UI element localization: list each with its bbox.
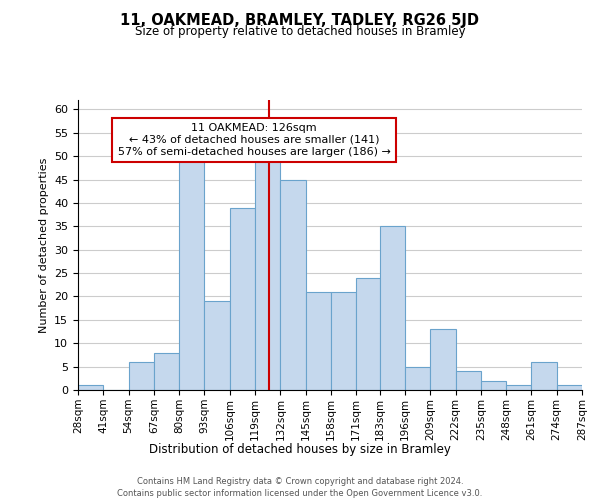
- Bar: [230, 208, 255, 390]
- Text: Size of property relative to detached houses in Bramley: Size of property relative to detached ho…: [134, 25, 466, 38]
- Bar: [405, 366, 430, 390]
- Bar: [430, 329, 455, 390]
- Bar: [356, 278, 380, 390]
- Bar: [506, 386, 532, 390]
- Bar: [280, 180, 305, 390]
- Y-axis label: Number of detached properties: Number of detached properties: [38, 158, 49, 332]
- Bar: [532, 362, 557, 390]
- Bar: [255, 161, 280, 390]
- Bar: [455, 372, 481, 390]
- Bar: [179, 161, 205, 390]
- Bar: [557, 386, 582, 390]
- Bar: [331, 292, 356, 390]
- Bar: [380, 226, 405, 390]
- Bar: [154, 352, 179, 390]
- Text: Distribution of detached houses by size in Bramley: Distribution of detached houses by size …: [149, 442, 451, 456]
- Text: 11, OAKMEAD, BRAMLEY, TADLEY, RG26 5JD: 11, OAKMEAD, BRAMLEY, TADLEY, RG26 5JD: [121, 12, 479, 28]
- Bar: [78, 386, 103, 390]
- Bar: [481, 380, 506, 390]
- Text: Contains HM Land Registry data © Crown copyright and database right 2024.: Contains HM Land Registry data © Crown c…: [137, 478, 463, 486]
- Text: 11 OAKMEAD: 126sqm
← 43% of detached houses are smaller (141)
57% of semi-detach: 11 OAKMEAD: 126sqm ← 43% of detached hou…: [118, 124, 391, 156]
- Bar: [128, 362, 154, 390]
- Bar: [305, 292, 331, 390]
- Text: Contains public sector information licensed under the Open Government Licence v3: Contains public sector information licen…: [118, 489, 482, 498]
- Bar: [205, 301, 230, 390]
